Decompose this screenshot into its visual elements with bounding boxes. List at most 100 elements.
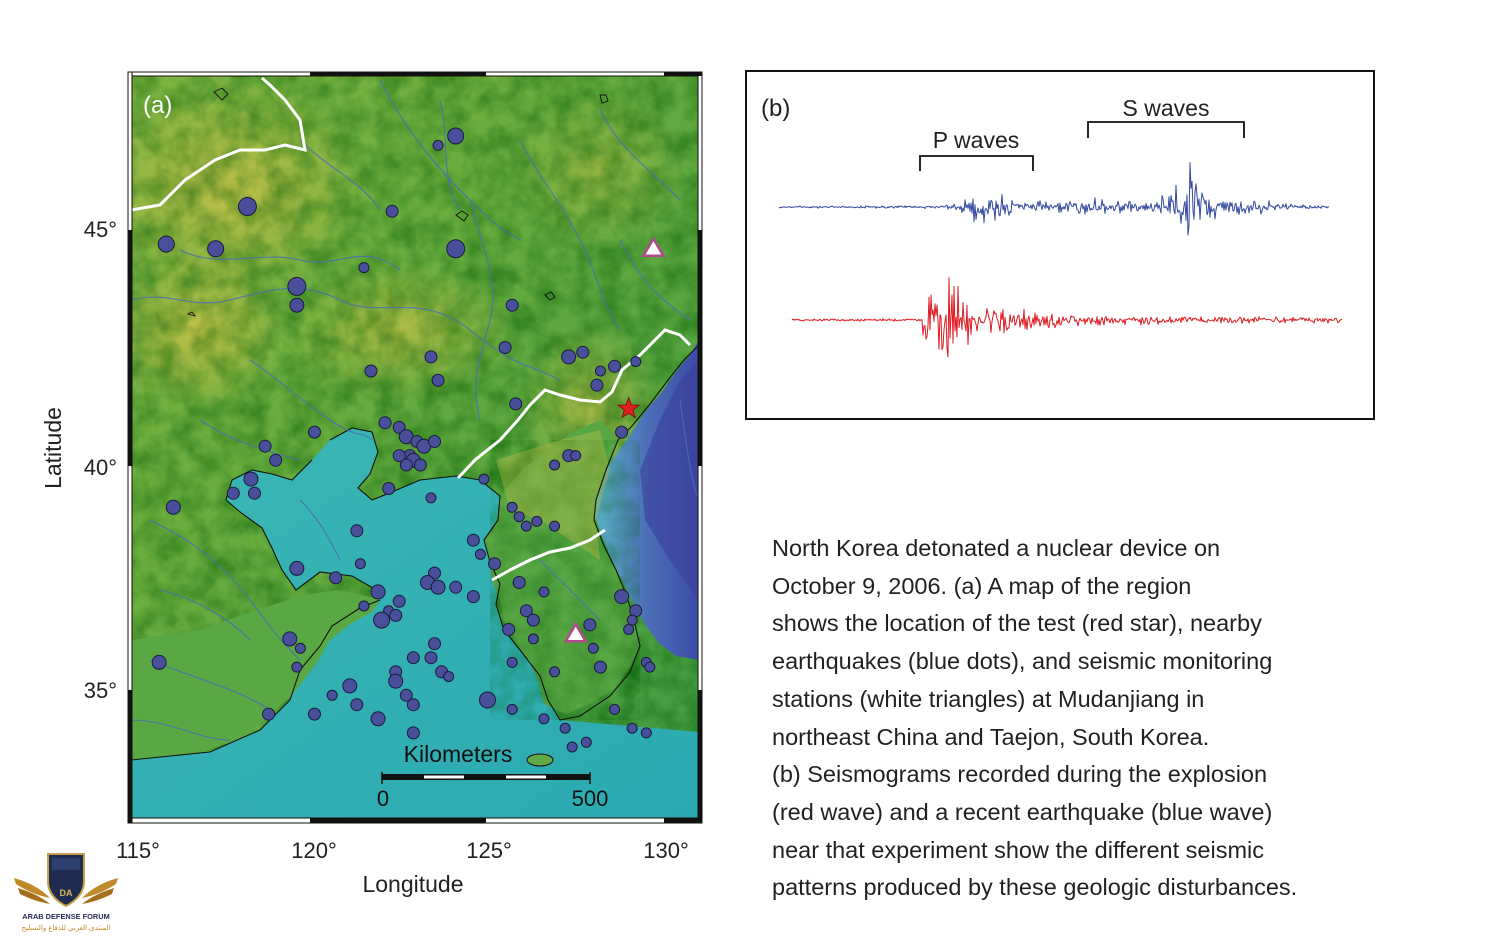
earthquake-dot — [580, 736, 592, 748]
earthquake-dot — [389, 608, 403, 622]
earthquake-dot — [406, 651, 420, 665]
region-map-figure: Kilometers 0 500 (a) 45° 40° 35° 115° 12… — [40, 71, 703, 897]
caption-line: October 9, 2006. (a) A map of the region — [772, 572, 1192, 599]
earthquake-dot — [644, 661, 656, 673]
small-features — [186, 87, 609, 317]
earthquake-dot — [478, 691, 496, 709]
earthquake-dot — [506, 501, 518, 513]
earthquake-dot — [505, 298, 519, 312]
earthquake-dot — [566, 741, 578, 753]
caption-line: earthquakes (blue dots), and seismic mon… — [772, 648, 1273, 675]
earthquake-dot — [226, 486, 240, 500]
test-site-star — [617, 396, 641, 419]
earthquake-dot — [388, 673, 404, 689]
test-site-marker — [617, 396, 641, 419]
caption-line: near that experiment show the different … — [772, 836, 1265, 863]
lon-tick-120: 120° — [291, 838, 337, 863]
earthquake-dot — [614, 589, 630, 605]
caption-line: shows the location of the test (red star… — [772, 610, 1262, 637]
s-waves-label: S waves — [1123, 95, 1210, 121]
earthquake-dot — [531, 515, 543, 527]
earthquake-dot — [406, 726, 420, 740]
scale-bar-title: Kilometers — [404, 741, 513, 767]
earthquake-dot — [559, 722, 571, 734]
logo-name-ar: المنتدى العربي للدفاع والتسليح — [22, 924, 111, 932]
earthquake-dot — [358, 600, 370, 612]
figure-caption: North Korea detonated a nuclear device o… — [772, 530, 1392, 907]
lat-tick-35: 35° — [84, 678, 117, 703]
earthquake-seismogram-trace — [778, 162, 1330, 236]
earthquake-dot — [424, 350, 438, 364]
earthquake-dot — [308, 425, 321, 439]
earthquake-dot — [447, 127, 465, 145]
jeju-island — [526, 753, 554, 767]
earthquake-dot — [258, 439, 272, 453]
caption-line: patterns produced by these geologic dist… — [772, 874, 1298, 901]
earthquake-dot — [291, 661, 303, 673]
earthquake-dot — [590, 378, 604, 392]
national-borders — [131, 76, 692, 582]
p-waves-label: P waves — [933, 127, 1020, 153]
scale-bar-max: 500 — [572, 786, 609, 811]
earthquake-dot — [326, 689, 338, 701]
earthquake-dot — [431, 373, 445, 387]
earthquake-dot — [165, 499, 181, 515]
lon-tick-115: 115° — [116, 838, 160, 863]
earthquake-dot — [373, 611, 391, 629]
earthquake-dot — [549, 666, 561, 678]
earthquake-dot — [474, 548, 486, 560]
earthquake-dots — [151, 127, 656, 753]
earthquake-dot — [526, 613, 540, 627]
earthquake-dot — [593, 660, 607, 674]
earthquake-dot — [527, 633, 539, 645]
earthquake-dot — [262, 707, 276, 721]
earthquake-dot — [478, 473, 490, 485]
caption-line: (b) Seismograms recorded during the expl… — [772, 761, 1268, 788]
earthquake-dot — [424, 651, 438, 665]
caption-line: stations (white triangles) at Mudanjiang… — [772, 685, 1205, 712]
earthquake-dot — [626, 722, 638, 734]
earthquake-dot — [342, 678, 358, 694]
earthquake-dot — [392, 449, 406, 463]
earthquake-dot — [519, 604, 533, 618]
earthquake-dot — [399, 458, 413, 472]
station-triangle — [641, 236, 666, 258]
earthquake-dot — [399, 688, 413, 702]
earthquake-dot — [382, 482, 396, 495]
earthquake-dot — [406, 698, 420, 712]
earthquake-dot — [385, 204, 399, 218]
earthquake-dot — [294, 642, 306, 654]
earthquake-dot — [428, 637, 442, 651]
caption-line: northeast China and Taejon, South Korea. — [772, 723, 1210, 750]
earthquake-dot — [432, 139, 444, 151]
earthquake-dot — [287, 276, 307, 296]
lat-tick-40: 40° — [84, 455, 117, 480]
earthquake-dot — [157, 235, 175, 253]
shandong-peninsula — [131, 590, 380, 760]
earthquake-dot — [549, 459, 561, 471]
earthquake-dot — [630, 356, 642, 368]
map-xlabel: Longitude — [362, 871, 463, 897]
earthquake-dot — [392, 420, 406, 434]
earthquake-dot — [430, 579, 446, 595]
earthquake-dot — [269, 453, 283, 467]
explosion-seismogram-trace — [791, 277, 1343, 358]
earthquake-dot — [243, 471, 259, 487]
earthquake-dot — [413, 458, 427, 472]
earthquake-dot — [466, 533, 480, 547]
earthquake-dot — [443, 671, 455, 682]
earthquake-dot — [520, 520, 532, 532]
earthquake-dot — [583, 618, 597, 632]
map-frame — [127, 71, 703, 824]
earthquake-dot — [237, 197, 257, 216]
lon-tick-130: 130° — [643, 838, 689, 863]
earthquake-dot — [561, 349, 577, 365]
earthquake-dot — [446, 239, 466, 259]
map-panel-label: (a) — [143, 92, 172, 119]
lon-tick-125: 125° — [466, 838, 512, 863]
s-waves-bracket: S waves — [1087, 95, 1245, 138]
earthquake-dot — [364, 364, 378, 378]
earthquake-dot — [512, 576, 526, 589]
station-markers — [563, 236, 666, 643]
logo-name: ARAB DEFENSE FORUM — [22, 912, 109, 921]
